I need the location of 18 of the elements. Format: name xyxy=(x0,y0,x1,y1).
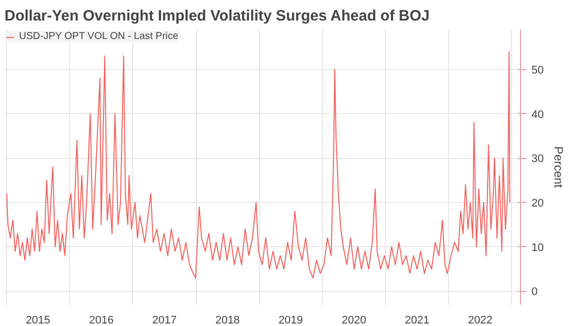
line-series xyxy=(6,51,510,278)
x-tick-label: 2019 xyxy=(278,314,303,326)
y-tick-label: 40 xyxy=(532,108,544,121)
x-tick-label: 2018 xyxy=(215,314,240,326)
x-tick-label: 2022 xyxy=(468,314,492,326)
y-tick-label: 50 xyxy=(532,64,544,76)
legend-label: USD-JPY OPT VOL ON - Last Price xyxy=(19,31,178,42)
chart-title: Dollar-Yen Overnight Impled Volatility Surges Ahead of BOJ xyxy=(4,8,430,24)
x-tick-label: 2021 xyxy=(404,314,430,326)
y-tick-label: 20 xyxy=(532,197,544,210)
y-tick-label: 30 xyxy=(532,153,544,166)
x-tick-label: 2017 xyxy=(152,314,177,326)
x-tick-label: 2020 xyxy=(342,314,366,326)
x-tick-label: 2016 xyxy=(89,314,114,326)
x-tick-label: 2015 xyxy=(26,314,50,326)
y-tick-label: 10 xyxy=(532,242,544,254)
y-axis-title: Percent xyxy=(552,146,566,188)
y-tick-label: 0 xyxy=(532,286,538,298)
